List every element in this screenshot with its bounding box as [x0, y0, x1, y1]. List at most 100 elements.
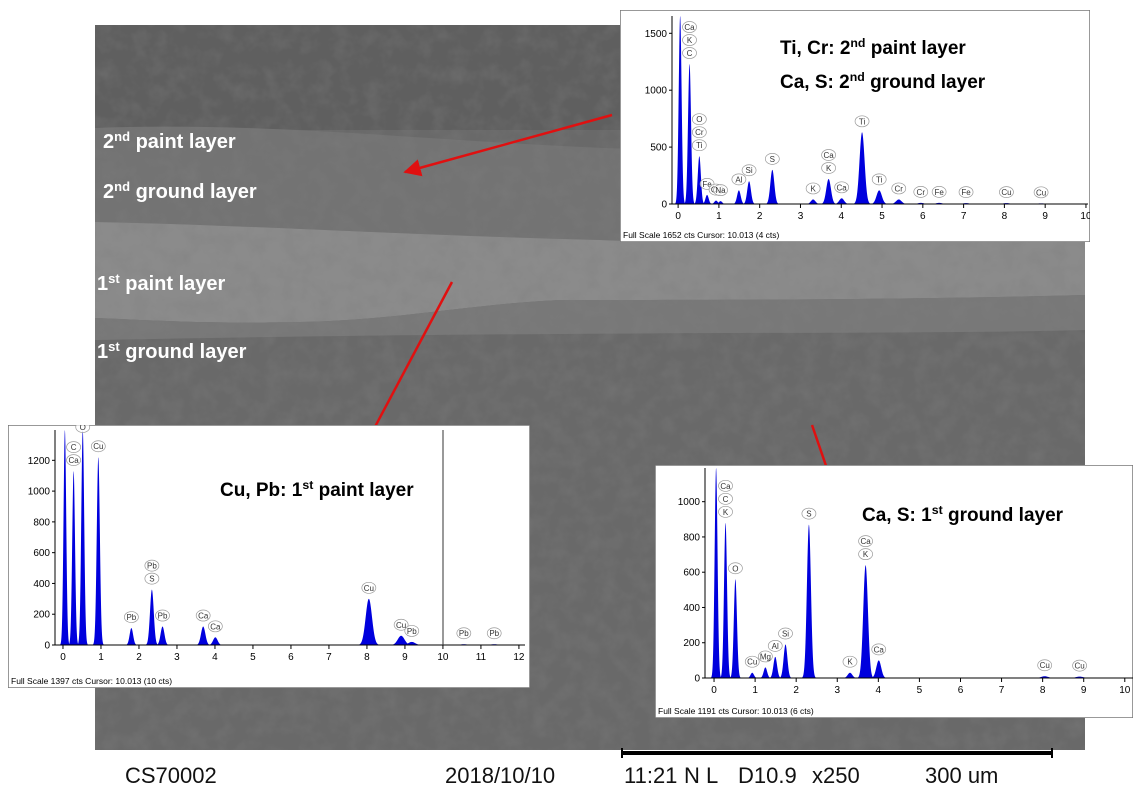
peak-label: Ca	[198, 612, 209, 621]
scale-bar	[621, 748, 1053, 758]
peak-label-circle	[207, 620, 223, 633]
peak-label: S	[770, 155, 775, 164]
peak-label-circle	[144, 572, 160, 585]
y-tick-label: 800	[683, 532, 700, 543]
peak	[387, 635, 415, 645]
peak-label: Fe	[961, 188, 971, 197]
peak-label: Ti	[696, 141, 703, 150]
peak	[59, 430, 71, 645]
peak-label: Ti	[859, 117, 866, 126]
peak-label-circle	[1072, 659, 1087, 672]
peak-label-circle	[842, 655, 858, 668]
text-part: 2	[103, 131, 114, 153]
text-part: paint layer	[130, 131, 236, 153]
x-tick-label: 0	[711, 685, 717, 696]
peak	[693, 156, 706, 204]
peak-label: K	[863, 550, 869, 559]
peaks	[59, 430, 510, 645]
peak	[194, 626, 212, 645]
x-tick-label: 5	[917, 685, 923, 696]
peak-label: O	[732, 564, 738, 573]
peak	[356, 598, 382, 645]
peak-label-circle	[361, 581, 377, 594]
superscript: st	[108, 271, 120, 286]
peak-label-circle	[821, 162, 836, 174]
spectrum-panel: 050010001500012345678910CaKCOCrTiFeCuNaA…	[620, 10, 1090, 242]
peak-label: Cr	[917, 188, 926, 197]
footer-text: 300 um	[925, 763, 998, 788]
peak-label: Cu	[396, 621, 406, 630]
text-part: 1	[97, 341, 108, 363]
x-tick-label: 11	[476, 652, 487, 663]
layer-label: 1st ground layer	[97, 339, 247, 364]
text-part: paint layer	[865, 38, 966, 59]
peak-label: S	[806, 510, 811, 519]
peak-label: Cu	[1074, 662, 1084, 671]
peak-label: Pb	[126, 613, 136, 622]
peak-label: Al	[772, 642, 779, 651]
peak-label-circle	[805, 182, 821, 195]
peak	[719, 522, 732, 678]
peak-label-circle	[124, 611, 139, 623]
peak	[1031, 676, 1059, 678]
peak	[887, 199, 910, 204]
peak-label-circle	[1037, 659, 1053, 672]
x-tick-label: 6	[958, 685, 964, 696]
layer-label: 2nd ground layer	[103, 179, 257, 204]
x-tick-label: 10	[437, 652, 449, 663]
peak	[700, 194, 714, 204]
peak-label: Si	[782, 629, 789, 638]
x-tick-label: 7	[961, 211, 967, 222]
text-part: paint layer	[120, 273, 226, 295]
peak	[741, 181, 757, 204]
peak-label: O	[696, 115, 702, 124]
peak	[758, 667, 773, 678]
x-tick-label: 4	[876, 685, 882, 696]
x-tick-label: 6	[920, 211, 926, 222]
text-part: paint layer	[313, 480, 414, 501]
peak-label-circle	[821, 149, 836, 161]
peak-label-circle	[456, 627, 472, 640]
peak	[683, 64, 696, 204]
peak-label: Cu	[93, 442, 103, 451]
x-tick-label: 9	[402, 652, 408, 663]
peak-label-circle	[144, 559, 160, 572]
layer-label: 2nd paint layer	[103, 129, 236, 154]
x-tick-label: 0	[60, 652, 66, 663]
peak-label-circle	[858, 535, 873, 548]
text-part: Ca, S: 1	[862, 505, 932, 526]
peak	[729, 579, 742, 678]
peak-label: S	[149, 575, 154, 584]
peak-label: Pb	[489, 629, 499, 638]
peak	[124, 628, 139, 645]
y-tick-label: 1000	[678, 497, 701, 508]
peak-label: K	[687, 36, 693, 45]
peak-label: Cr	[695, 128, 704, 137]
x-tick-label: 7	[999, 685, 1005, 696]
peak	[764, 169, 781, 204]
peak-label-circle	[891, 182, 907, 195]
y-tick-label: 600	[683, 568, 700, 579]
peak	[144, 589, 160, 645]
x-tick-label: 9	[1042, 211, 1048, 222]
y-tick-label: 1500	[645, 29, 668, 40]
peak-label-circle	[66, 454, 81, 466]
peak-label-circle	[90, 440, 106, 453]
peak-label: Na	[715, 186, 726, 195]
peak-label: Cu	[1036, 188, 1046, 197]
spectrum-footer: Full Scale 1397 cts Cursor: 10.013 (10 c…	[11, 676, 172, 686]
peak-label: Mg	[760, 652, 771, 661]
peak-label-circle	[75, 425, 91, 433]
peak	[909, 202, 933, 204]
peak-label-circle	[741, 164, 757, 177]
peak-label: Ca	[210, 622, 221, 631]
peak-label: Ti	[876, 175, 883, 184]
peak-label-circle	[718, 492, 733, 505]
superscript: nd	[114, 179, 130, 194]
peak-label-circle	[854, 115, 870, 128]
y-tick-label: 200	[683, 638, 700, 649]
y-tick-label: 400	[33, 579, 50, 590]
peak	[856, 565, 875, 678]
